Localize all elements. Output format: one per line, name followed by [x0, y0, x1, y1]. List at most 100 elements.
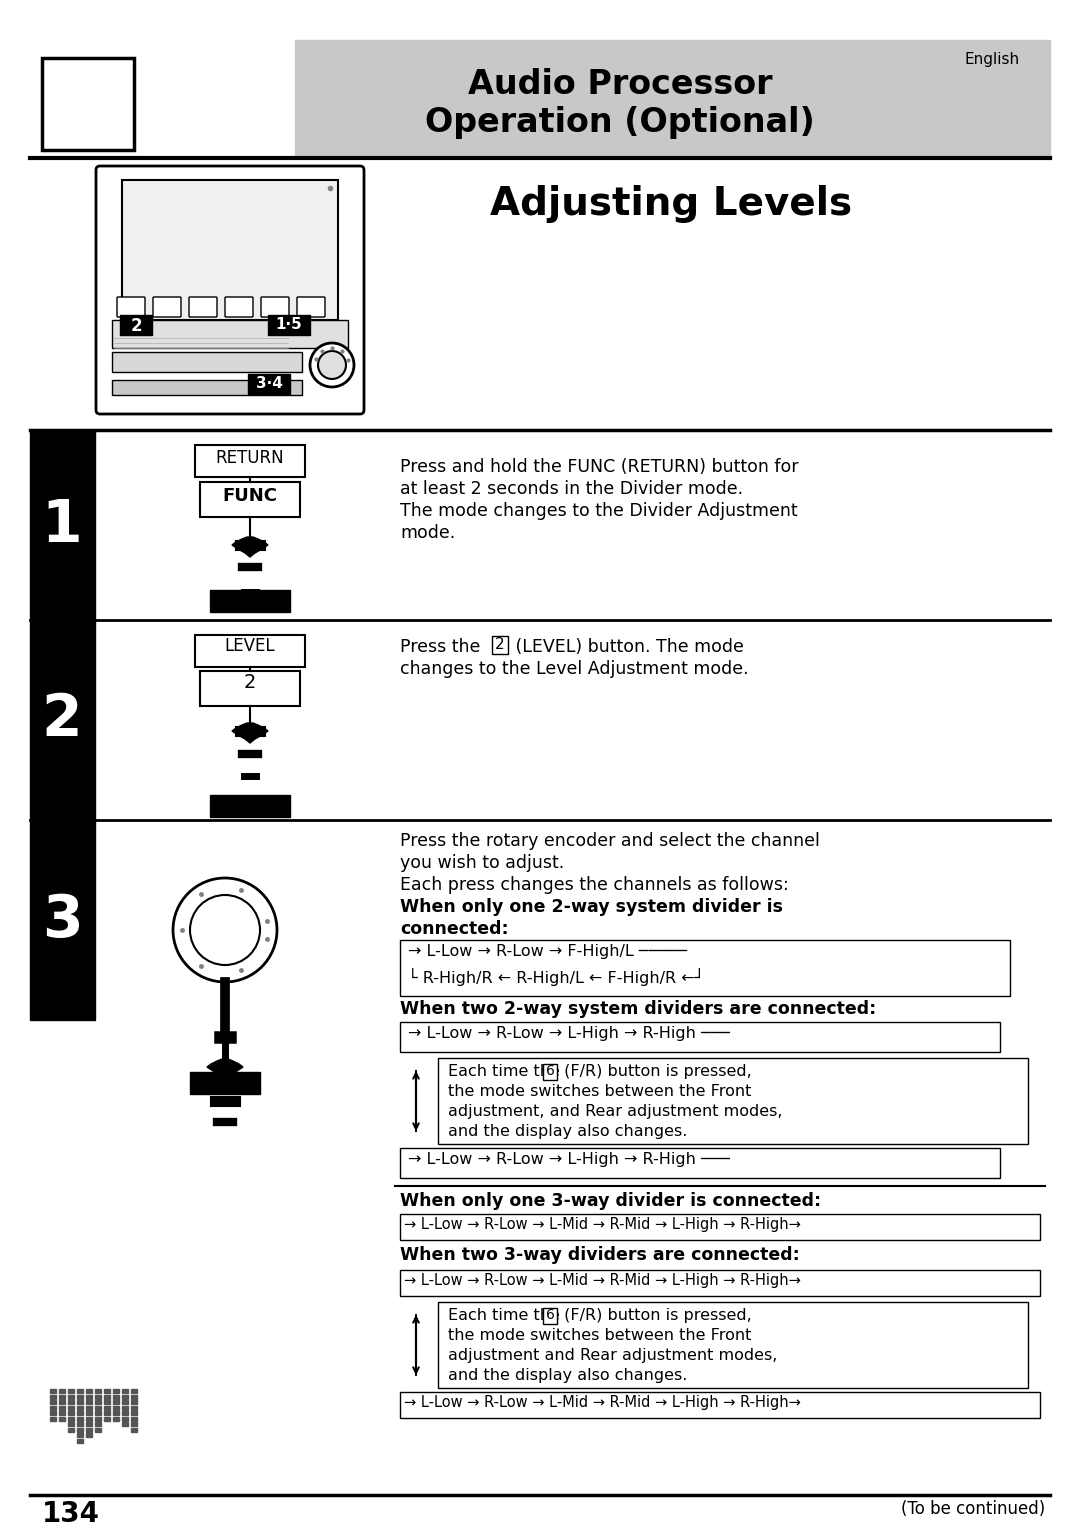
Text: Operation (Optional): Operation (Optional): [426, 106, 815, 139]
Bar: [113, 1416, 119, 1420]
Bar: [113, 1401, 119, 1404]
Text: When only one 3-way divider is connected:: When only one 3-way divider is connected…: [400, 1193, 821, 1209]
Bar: [59, 1401, 65, 1404]
Bar: [95, 1405, 102, 1410]
Bar: [400, 1214, 1040, 1240]
Bar: [42, 58, 134, 150]
Bar: [131, 1401, 137, 1404]
Text: Each time the: Each time the: [448, 1307, 565, 1323]
Bar: [68, 1422, 75, 1427]
Text: at least 2 seconds in the Divider mode.: at least 2 seconds in the Divider mode.: [400, 480, 743, 498]
FancyBboxPatch shape: [189, 297, 217, 317]
Bar: [400, 1271, 1040, 1297]
Circle shape: [310, 342, 354, 387]
FancyBboxPatch shape: [261, 297, 289, 317]
Bar: [122, 1401, 129, 1404]
Bar: [68, 1428, 75, 1431]
Bar: [77, 1388, 83, 1393]
Bar: [68, 1401, 75, 1404]
Bar: [113, 1411, 119, 1414]
FancyBboxPatch shape: [297, 297, 325, 317]
Bar: [77, 1394, 83, 1399]
Text: Press the rotary encoder and select the channel: Press the rotary encoder and select the …: [400, 832, 820, 850]
Bar: [95, 1394, 102, 1399]
Text: 2: 2: [244, 673, 256, 693]
Bar: [200, 671, 300, 706]
Bar: [210, 795, 291, 816]
Bar: [104, 1388, 110, 1393]
Bar: [86, 1422, 92, 1427]
FancyBboxPatch shape: [96, 167, 364, 414]
Bar: [104, 1416, 110, 1420]
Bar: [77, 1405, 83, 1410]
Bar: [77, 1401, 83, 1404]
Text: 1·5: 1·5: [275, 317, 302, 332]
Bar: [50, 1405, 56, 1410]
Bar: [30, 820, 95, 1020]
Bar: [112, 381, 302, 394]
Bar: [492, 636, 508, 654]
Text: 6: 6: [545, 1307, 555, 1323]
Bar: [122, 180, 338, 320]
Polygon shape: [232, 537, 268, 557]
Bar: [50, 1401, 56, 1404]
Text: Each time the: Each time the: [448, 1064, 565, 1079]
Bar: [50, 1411, 56, 1414]
Text: adjustment, and Rear adjustment modes,: adjustment, and Rear adjustment modes,: [448, 1104, 783, 1119]
Bar: [59, 1388, 65, 1393]
Bar: [50, 1416, 56, 1420]
Bar: [131, 1422, 137, 1427]
Circle shape: [190, 894, 260, 965]
Bar: [122, 1416, 129, 1420]
Bar: [77, 1411, 83, 1414]
Text: Audio Processor: Audio Processor: [468, 67, 772, 101]
Text: 3: 3: [42, 891, 82, 948]
Text: and the display also changes.: and the display also changes.: [448, 1368, 687, 1384]
Text: (LEVEL) button. The mode: (LEVEL) button. The mode: [510, 638, 744, 656]
Text: English: English: [964, 52, 1020, 67]
Bar: [113, 1394, 119, 1399]
Bar: [95, 1428, 102, 1431]
Bar: [77, 1428, 83, 1431]
Bar: [112, 352, 302, 372]
Bar: [295, 40, 1050, 157]
Text: 6: 6: [545, 1064, 555, 1078]
Text: changes to the Level Adjustment mode.: changes to the Level Adjustment mode.: [400, 661, 748, 677]
Bar: [30, 619, 95, 820]
Bar: [68, 1394, 75, 1399]
Text: └ R-High/R ← R-High/L ← F-High/R ←┘: └ R-High/R ← R-High/L ← F-High/R ←┘: [408, 968, 704, 986]
Bar: [131, 1416, 137, 1420]
Bar: [543, 1307, 557, 1324]
Bar: [113, 1388, 119, 1393]
Text: (To be continued): (To be continued): [901, 1500, 1045, 1518]
Bar: [86, 1401, 92, 1404]
Bar: [50, 1394, 56, 1399]
Bar: [86, 1433, 92, 1437]
Bar: [131, 1405, 137, 1410]
Bar: [95, 1401, 102, 1404]
Bar: [50, 1388, 56, 1393]
Bar: [190, 1072, 260, 1095]
Text: (F/R) button is pressed,: (F/R) button is pressed,: [559, 1307, 752, 1323]
Text: The mode changes to the Divider Adjustment: The mode changes to the Divider Adjustme…: [400, 502, 798, 520]
FancyBboxPatch shape: [225, 297, 253, 317]
Bar: [122, 1411, 129, 1414]
Bar: [77, 1433, 83, 1437]
Bar: [210, 590, 291, 612]
Bar: [86, 1428, 92, 1431]
Bar: [86, 1405, 92, 1410]
Bar: [200, 482, 300, 517]
Bar: [104, 1394, 110, 1399]
Bar: [438, 1303, 1028, 1388]
Text: adjustment and Rear adjustment modes,: adjustment and Rear adjustment modes,: [448, 1349, 778, 1362]
Text: → L-Low → R-Low → L-High → R-High ───: → L-Low → R-Low → L-High → R-High ───: [408, 1151, 730, 1167]
Text: the mode switches between the Front: the mode switches between the Front: [448, 1329, 752, 1342]
Bar: [122, 1394, 129, 1399]
Bar: [68, 1388, 75, 1393]
FancyBboxPatch shape: [117, 297, 145, 317]
Text: Press the: Press the: [400, 638, 486, 656]
Bar: [112, 320, 348, 349]
Bar: [68, 1405, 75, 1410]
Bar: [438, 1058, 1028, 1144]
Bar: [77, 1439, 83, 1442]
